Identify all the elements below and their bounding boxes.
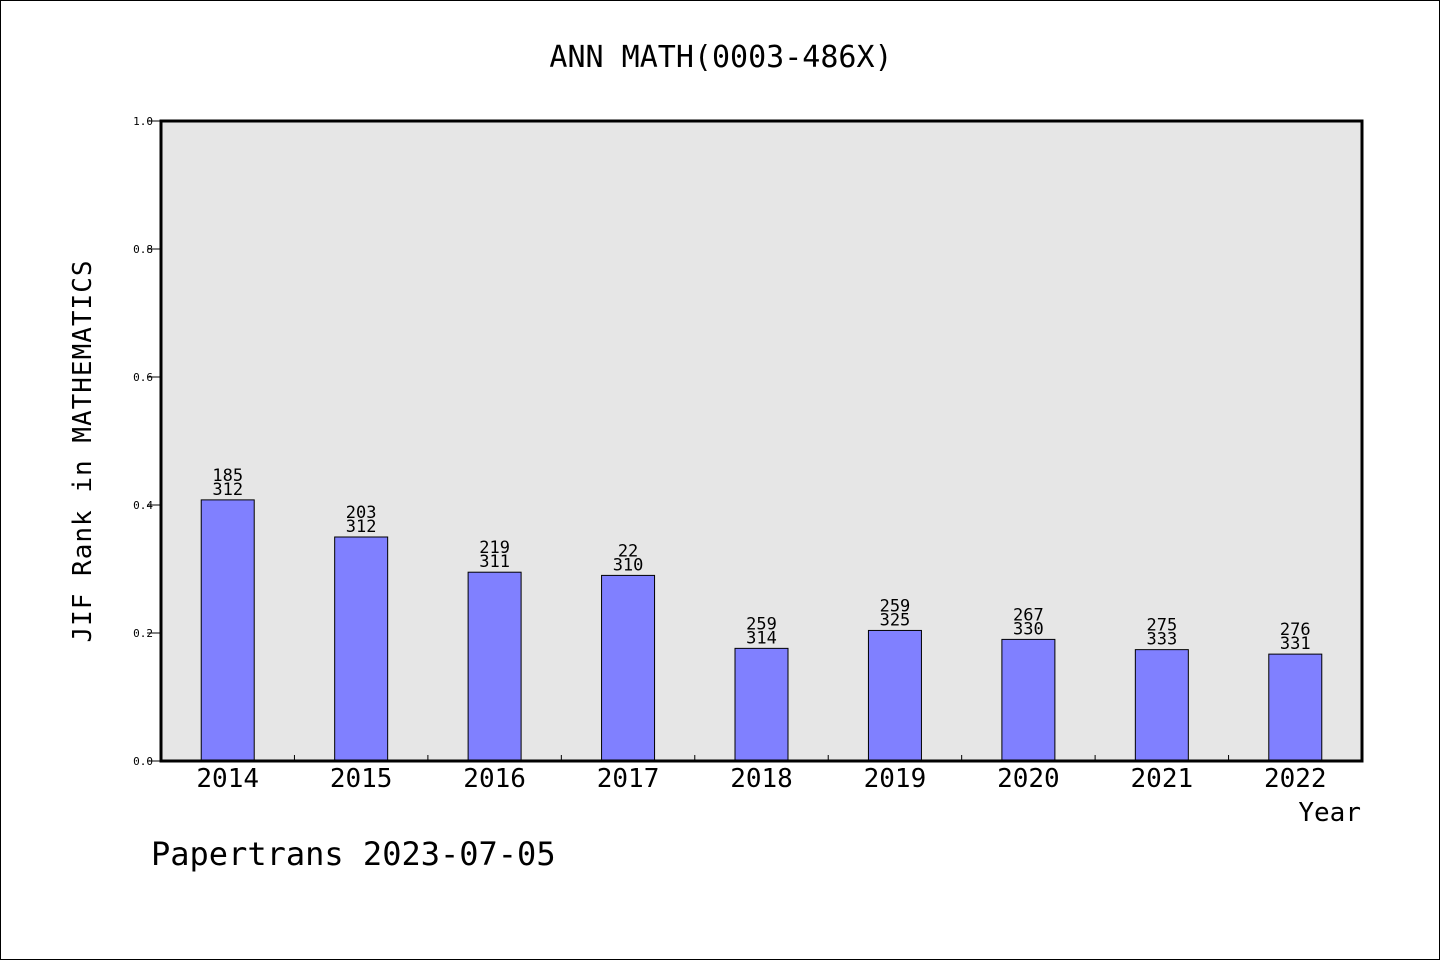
bar-label-total: 310 xyxy=(613,555,644,575)
bar-label-total: 333 xyxy=(1146,630,1177,650)
x-tick-label: 2022 xyxy=(1264,764,1327,794)
bar-label-total: 312 xyxy=(346,517,377,537)
bar-label-total: 331 xyxy=(1280,634,1311,654)
bar-label-rank: 203 xyxy=(346,503,377,523)
y-tick-label: 0.4 xyxy=(133,499,153,512)
x-tick-label: 2016 xyxy=(463,764,526,794)
bar-label-total: 330 xyxy=(1013,619,1044,639)
bar-2022 xyxy=(1268,653,1323,762)
bar-label-total: 314 xyxy=(746,628,777,648)
x-axis-label: Year xyxy=(1298,798,1361,828)
bar-label-rank: 185 xyxy=(212,466,243,486)
bar-2016 xyxy=(467,571,522,762)
x-tick-label: 2021 xyxy=(1131,764,1194,794)
chart-title: ANN MATH(0003-486X) xyxy=(549,40,892,75)
bar-2020 xyxy=(1001,638,1056,762)
y-tick-label: 0.0 xyxy=(133,755,153,768)
bar-label-rank: 259 xyxy=(746,614,777,634)
x-tick-label: 2018 xyxy=(730,764,793,794)
bar-label-rank: 267 xyxy=(1013,605,1044,625)
y-axis-label: JIF Rank in MATHEMATICS xyxy=(68,259,98,642)
y-tick-label: 0.2 xyxy=(133,627,153,640)
bar-2018 xyxy=(734,647,789,762)
bar-2021 xyxy=(1134,649,1189,762)
y-tick-label: 1.0 xyxy=(133,115,153,128)
bar-label-rank: 275 xyxy=(1146,616,1177,636)
bar-label-total: 325 xyxy=(880,610,911,630)
x-tick-label: 2015 xyxy=(330,764,393,794)
bar-label-rank: 259 xyxy=(880,596,911,616)
x-axis-ticks: 2014 2015 2016 2017 2018 2019 2020 2021 2022 xyxy=(196,755,1327,794)
y-tick-label: 0.8 xyxy=(133,243,153,256)
bar-2019 xyxy=(867,629,922,762)
bar-label-rank: 276 xyxy=(1280,620,1311,640)
y-tick-label: 0.6 xyxy=(133,371,153,384)
x-tick-label: 2014 xyxy=(196,764,259,794)
bar-2017 xyxy=(601,574,656,762)
x-tick-label: 2017 xyxy=(597,764,660,794)
x-tick-label: 2019 xyxy=(864,764,927,794)
bar-label-rank: 22 xyxy=(618,541,638,561)
bar-label-total: 312 xyxy=(212,480,243,500)
x-tick-label: 2020 xyxy=(997,764,1060,794)
bars xyxy=(200,499,1323,762)
plot-border xyxy=(159,119,1364,763)
bar-2015 xyxy=(334,536,389,762)
footer-source: Papertrans 2023-07-05 xyxy=(151,835,556,873)
y-axis-ticks: 0.0 0.2 0.4 0.6 0.8 1.0 xyxy=(133,115,161,768)
bar-label-rank: 219 xyxy=(479,538,510,558)
bar-label-total: 311 xyxy=(479,552,510,572)
bar-2014 xyxy=(200,499,255,762)
